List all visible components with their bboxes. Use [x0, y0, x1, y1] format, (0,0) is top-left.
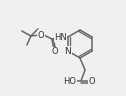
- Text: N: N: [65, 46, 71, 55]
- Text: HO: HO: [64, 77, 76, 86]
- Text: HN: HN: [54, 33, 67, 41]
- Text: O: O: [52, 48, 58, 57]
- Text: O: O: [89, 77, 95, 86]
- Text: O: O: [38, 31, 44, 39]
